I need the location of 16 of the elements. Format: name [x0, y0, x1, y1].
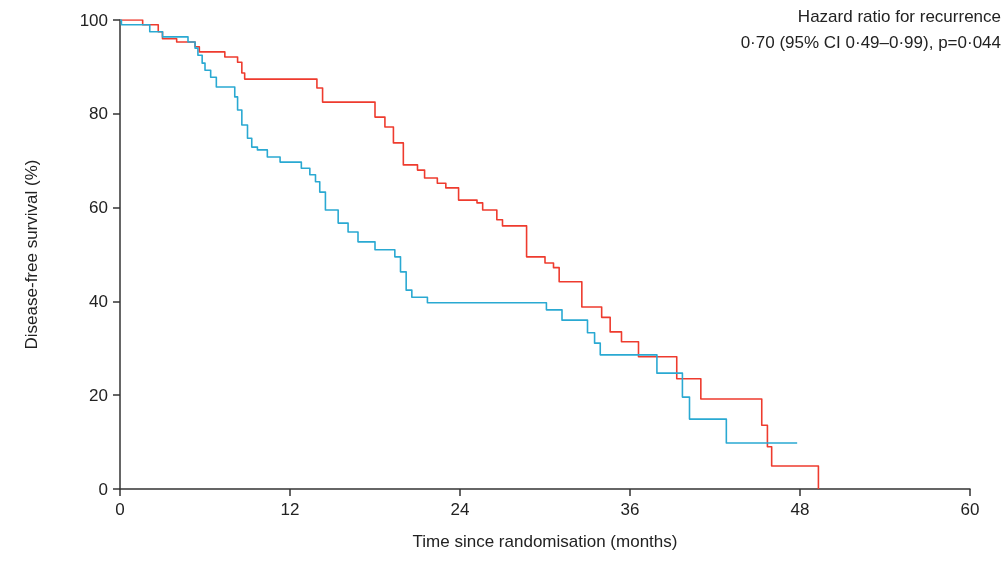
annotation: Hazard ratio for recurrence — [797, 7, 1001, 26]
y-tick-label: 100 — [79, 10, 108, 30]
y-tick-label: 60 — [89, 198, 108, 218]
y-tick-label: 0 — [98, 479, 108, 499]
x-tick-label: 12 — [280, 500, 300, 519]
y-tick-label: 40 — [89, 291, 108, 311]
y-tick-label: 80 — [89, 104, 108, 124]
y-axis-title: Disease-free survival (%) — [22, 159, 41, 350]
x-axis-title: Time since randomisation (months) — [412, 532, 678, 551]
x-tick-label: 24 — [450, 500, 470, 519]
x-tick-label: 0 — [115, 500, 125, 519]
x-tick-label: 48 — [790, 500, 810, 519]
x-tick-label: 36 — [620, 500, 640, 519]
x-tick-label: 60 — [960, 500, 980, 519]
y-tick-label: 20 — [89, 385, 108, 405]
annotation: 0·70 (95% CI 0·49–0·99), p=0·044 — [740, 33, 1001, 52]
